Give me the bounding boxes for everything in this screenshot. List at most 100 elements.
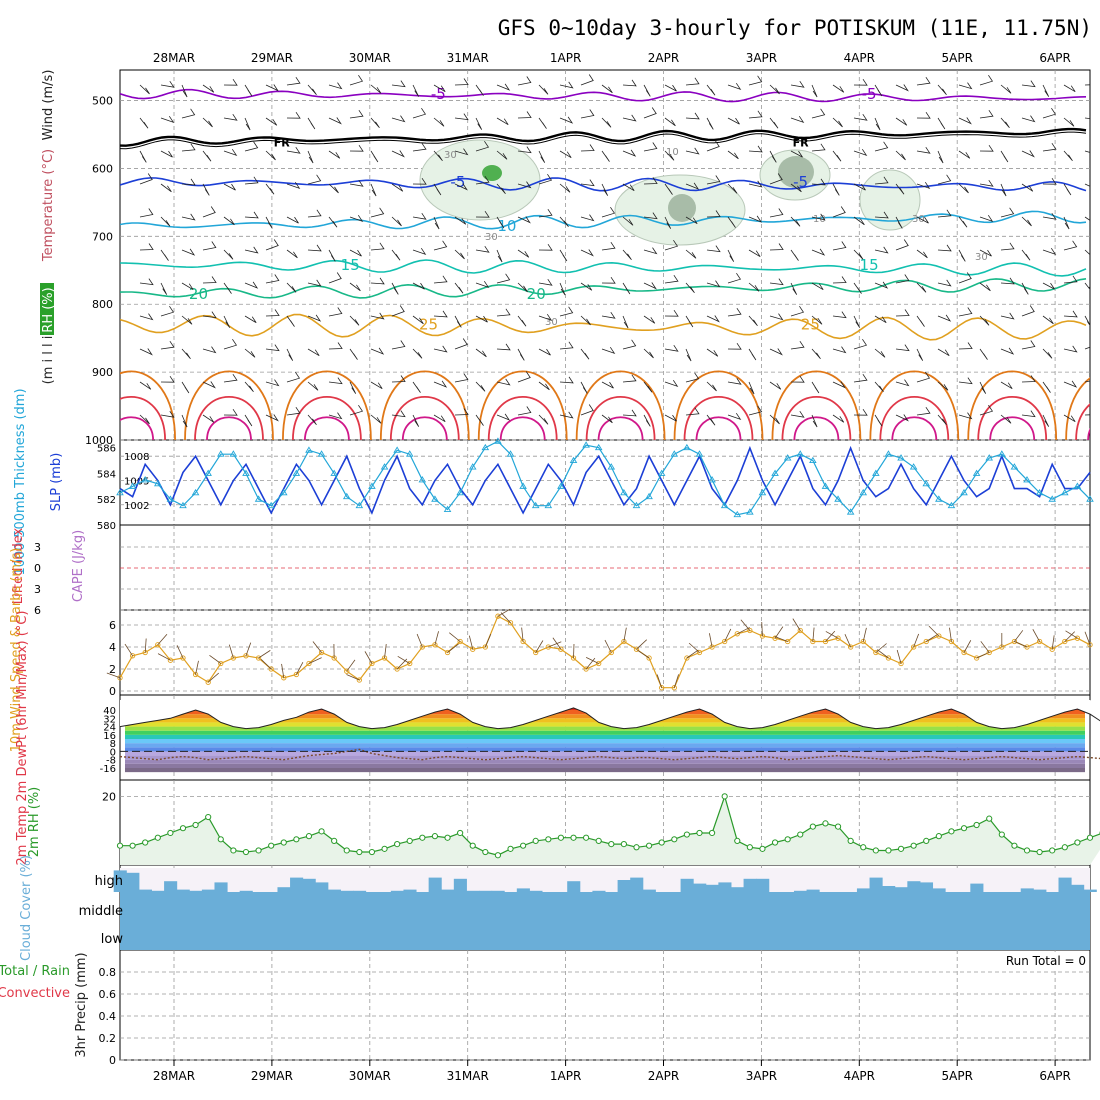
isotherm-label: FR — [793, 136, 810, 149]
wind-barb — [825, 631, 839, 639]
wind-barb — [916, 315, 925, 327]
rh-point — [356, 848, 363, 856]
wind-barb — [144, 638, 147, 653]
wind-barb — [391, 375, 406, 383]
wind-barb — [1021, 249, 1031, 261]
rh-point — [822, 820, 829, 827]
thickness-point — [972, 469, 981, 476]
wind-barb — [685, 348, 692, 362]
wind-barb — [349, 214, 364, 222]
bottom-date-label: 6APR — [1039, 1069, 1070, 1083]
wind-barb — [307, 84, 317, 96]
wind-barb — [307, 314, 322, 322]
thickness-point — [292, 469, 301, 476]
wind-barb — [748, 249, 761, 258]
wind-speed-point — [684, 655, 690, 661]
wind-barb — [559, 411, 574, 419]
wind-barb — [559, 341, 574, 350]
wind-barb — [538, 313, 553, 321]
cloud-high-bar — [907, 881, 921, 892]
isotherm-line — [120, 259, 1087, 277]
isotherm-line — [120, 131, 1087, 150]
rh-point — [910, 842, 917, 849]
wind-barb — [160, 249, 169, 261]
cloud-high-bar — [201, 889, 215, 892]
cloud-high-bar — [340, 890, 354, 892]
temp-tick-label: 8 — [110, 739, 116, 750]
wind-speed-point — [860, 638, 866, 645]
wind-barb — [223, 373, 238, 383]
wind-barb — [391, 340, 406, 350]
bottom-date-label: 28MAR — [153, 1069, 195, 1083]
isotherm-label: -5 — [862, 85, 877, 103]
wind-barb — [139, 348, 153, 356]
wind-barb — [685, 315, 694, 328]
wind-speed-point — [533, 649, 539, 656]
wind-barb — [825, 630, 836, 642]
wind-barb — [958, 150, 971, 159]
thickness-point — [1073, 482, 1082, 489]
wind-barb — [349, 109, 364, 119]
rh-point — [570, 834, 577, 841]
top-date-label: 2APR — [648, 51, 679, 65]
cloud-high-bar — [630, 877, 644, 892]
wind-barb — [223, 113, 238, 121]
wind-barb — [349, 74, 364, 86]
wind-barb — [370, 150, 379, 163]
wind-barb — [706, 348, 719, 357]
wind-barb — [1042, 107, 1057, 119]
wind-barb — [958, 82, 973, 90]
wind-barb — [937, 84, 947, 96]
thickness-point — [695, 450, 704, 457]
wind-barb — [706, 210, 721, 218]
wind-barb — [853, 408, 868, 416]
wind-barb — [475, 245, 490, 253]
wind-barb — [1000, 312, 1015, 320]
wind-barb — [475, 140, 490, 152]
isotherm-loop — [683, 395, 754, 440]
wind-barb — [475, 414, 484, 426]
wind-barb — [832, 311, 847, 319]
top-date-label: 28MAR — [153, 51, 195, 65]
wind-barb — [853, 216, 865, 226]
wind-barb — [1021, 150, 1035, 158]
wind-barb — [328, 183, 339, 194]
wind-barb — [265, 309, 280, 317]
wind-barb — [202, 414, 215, 423]
rh-point — [482, 848, 489, 856]
wind-axis-label: Wind (m/s) — [41, 70, 56, 141]
rh-point — [268, 842, 275, 849]
wind-barb — [258, 650, 271, 659]
wind-barb — [979, 249, 992, 257]
temp-line — [119, 707, 1100, 730]
cloud-high-bar — [428, 877, 442, 892]
cloud-high-bar — [302, 878, 316, 892]
thickness-point — [582, 441, 590, 448]
wind-barb — [244, 84, 253, 97]
wind-barb — [538, 381, 550, 391]
rh-point — [897, 845, 905, 852]
rh2m-axis-label: 2m RH (%) — [27, 787, 42, 858]
thickness-point — [153, 479, 162, 487]
wind-barb — [286, 406, 301, 416]
wind-speed-point — [306, 660, 312, 667]
wind-barb — [1042, 247, 1057, 255]
cloud-high-bar — [151, 890, 165, 892]
bottom-date-label: 1APR — [550, 1069, 581, 1083]
temp-axis-label: Temperature (°C) — [41, 149, 56, 262]
slp-axis-label: SLP (mb) — [49, 453, 64, 512]
wind-barb — [727, 307, 742, 317]
wind-barb — [265, 414, 279, 422]
cloud-high-bar — [1020, 888, 1034, 892]
wind-speed-point — [696, 649, 703, 656]
rh-point — [305, 833, 313, 840]
wind-barb — [1042, 348, 1053, 359]
wind-barb — [1042, 414, 1050, 427]
thickness-point — [859, 488, 868, 496]
wind-barb — [160, 282, 168, 295]
wind-barb — [853, 315, 861, 328]
run-total-label: Run Total = 0 — [1006, 954, 1086, 968]
wind-barb — [601, 276, 616, 284]
wind-barb — [328, 150, 341, 159]
wind-barb — [769, 117, 779, 129]
